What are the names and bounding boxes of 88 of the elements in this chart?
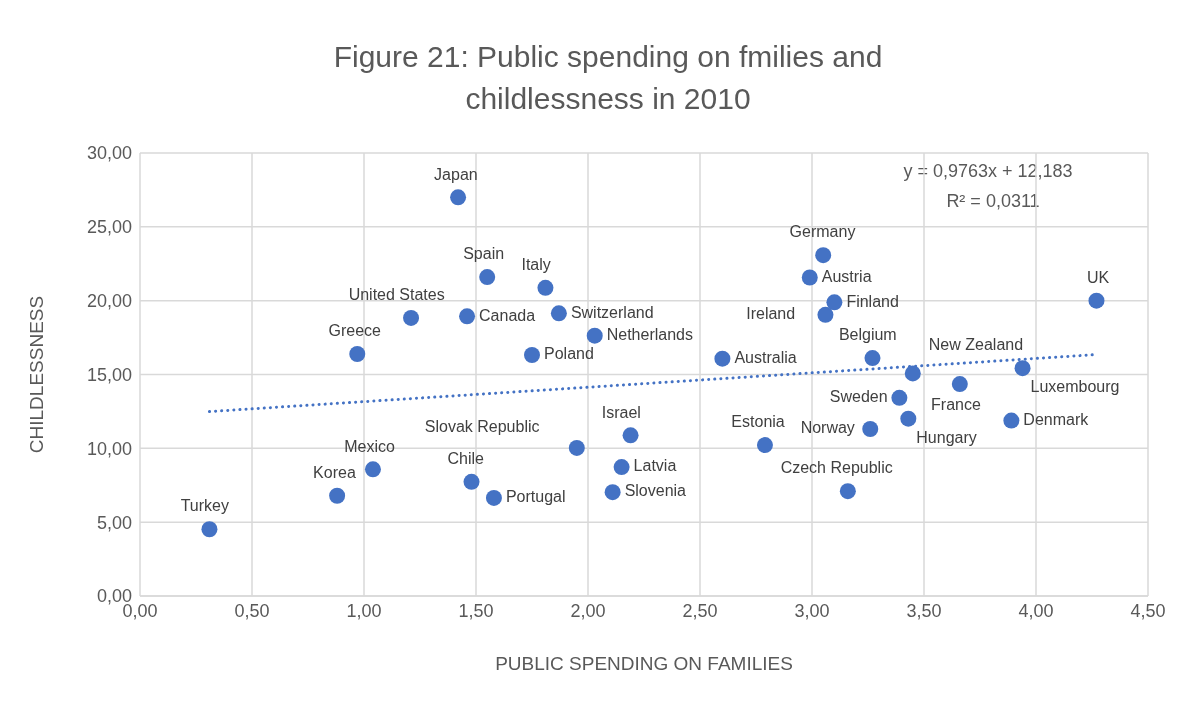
annotation: Hungary	[916, 428, 977, 446]
annotation: Poland	[544, 345, 594, 363]
annotation: Estonia	[731, 413, 785, 431]
point	[568, 439, 585, 456]
point	[826, 294, 843, 311]
annotation: Netherlands	[606, 325, 693, 343]
point	[459, 308, 476, 325]
annotation: Turkey	[180, 497, 229, 515]
point	[524, 347, 540, 364]
point	[839, 483, 856, 500]
point	[1014, 360, 1031, 377]
y-tick-label: 15,00	[86, 364, 132, 385]
annotation: New Zealand	[928, 335, 1024, 353]
annotation: Mexico	[344, 437, 395, 455]
point	[815, 247, 832, 264]
chart-title: Figure 21: Public spending on fmilies and childlessness in 2010	[332, 39, 884, 117]
annotation: Slovenia	[624, 482, 687, 500]
annotation: Spain	[463, 245, 505, 263]
x-tick-label: 2,00	[570, 600, 606, 621]
annotation: United States	[348, 286, 445, 304]
annotation: Korea	[313, 463, 356, 481]
annotation: Italy	[521, 256, 551, 274]
x-tick-label: 4,00	[1018, 600, 1054, 621]
annotation: Czech Republic	[780, 459, 893, 477]
point	[463, 473, 480, 490]
x-tick-label: 1,00	[346, 600, 382, 621]
annotation: Switzerland	[570, 303, 654, 321]
point	[364, 461, 381, 478]
point	[349, 345, 366, 362]
point	[1003, 412, 1020, 429]
annotation: Japan	[434, 165, 478, 183]
annotation: Portugal	[505, 488, 566, 506]
annotation: Norway	[800, 419, 855, 437]
annotation: y = 0,9763x + 12,183	[902, 160, 1074, 183]
point	[604, 484, 621, 501]
point	[485, 489, 502, 506]
annotation: Australia	[734, 348, 797, 366]
point	[801, 269, 818, 286]
annotation: Israel	[601, 403, 641, 421]
annotation: Sweden	[829, 388, 888, 406]
point	[403, 309, 420, 326]
y-tick-label: 20,00	[86, 291, 132, 312]
annotation: R² = 0,0311	[945, 190, 1041, 213]
point	[756, 437, 773, 454]
point	[586, 327, 603, 344]
annotation: Germany	[789, 223, 856, 241]
annotation: Latvia	[633, 457, 677, 475]
annotation: Luxembourg	[1030, 378, 1120, 396]
annotation: Finland	[846, 292, 899, 310]
x-tick-label: 1,50	[458, 600, 494, 621]
point	[450, 189, 467, 206]
annotation: Greece	[328, 322, 382, 340]
annotation: Canada	[479, 306, 536, 324]
annotation: Belgium	[838, 326, 897, 344]
point	[201, 521, 218, 538]
annotation: Ireland	[746, 305, 796, 323]
annotation: UK	[1086, 268, 1110, 286]
point	[329, 487, 346, 504]
y-tick-label: 30,00	[86, 143, 132, 164]
point	[900, 410, 917, 427]
x-tick-label: 3,50	[906, 600, 942, 621]
point	[951, 376, 968, 393]
point	[1088, 292, 1105, 309]
x-tick-label: 4,50	[1130, 600, 1166, 621]
point	[904, 365, 921, 382]
x-tick-label: 3,00	[794, 600, 830, 621]
point	[864, 350, 881, 367]
x-axis-title: PUBLIC SPENDING ON FAMILIES	[495, 653, 793, 674]
point	[537, 279, 554, 296]
annotation: Austria	[821, 267, 872, 285]
annotation: Chile	[447, 450, 485, 468]
point	[862, 420, 879, 437]
point	[550, 305, 567, 322]
annotation: Slovak Republic	[424, 418, 540, 436]
x-tick-label: 0,50	[234, 600, 270, 621]
y-tick-label: 25,00	[86, 217, 132, 238]
x-tick-label: 2,50	[682, 600, 718, 621]
point	[479, 269, 496, 286]
point	[622, 427, 639, 444]
annotation: Denmark	[1023, 410, 1090, 428]
y-tick-label: 10,00	[86, 438, 132, 459]
point	[613, 459, 630, 476]
point	[891, 389, 908, 406]
y-tick-label: 5,00	[96, 512, 132, 533]
point	[817, 306, 834, 323]
y-axis-title: CHILDLESSNESS	[25, 295, 47, 454]
annotation: France	[931, 396, 981, 414]
point	[714, 350, 731, 367]
